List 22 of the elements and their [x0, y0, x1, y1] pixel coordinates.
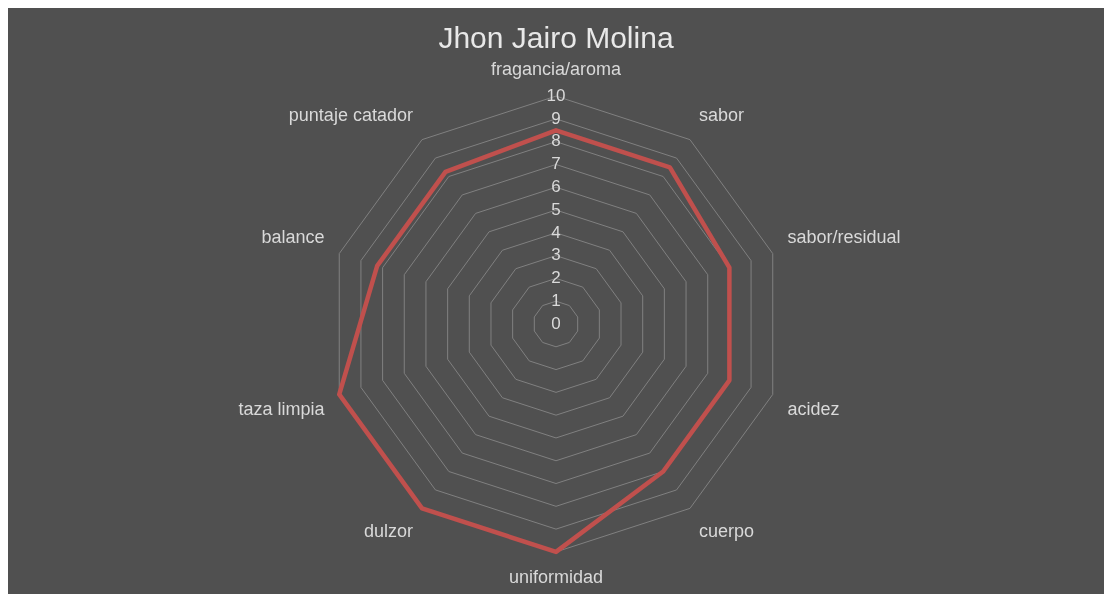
- spoke-label: cuerpo: [699, 520, 755, 541]
- y-tick-label: 6: [551, 176, 561, 196]
- y-tick-label: 3: [551, 245, 561, 265]
- y-tick-label: 2: [551, 268, 561, 288]
- y-tick-label: 4: [551, 222, 561, 242]
- spoke-label: uniformidad: [508, 567, 604, 588]
- y-tick-label: 5: [551, 199, 561, 219]
- y-tick-label: 8: [551, 131, 561, 151]
- spoke-label: acidez: [787, 398, 840, 419]
- spoke-label: balance: [261, 226, 325, 247]
- spoke-label: puntaje catador: [288, 105, 413, 126]
- y-tick-label: 0: [551, 313, 561, 333]
- spoke-label: dulzor: [363, 520, 413, 541]
- y-tick-label: 1: [551, 290, 561, 310]
- spoke-label: taza limpia: [238, 398, 326, 419]
- spoke-label: sabor/residual: [787, 226, 901, 247]
- y-tick-label: 7: [551, 154, 561, 174]
- spoke-label: fragancia/aroma: [490, 58, 623, 79]
- y-tick-label: 10: [546, 85, 566, 105]
- y-tick-label: 9: [551, 108, 561, 128]
- spoke-label: sabor: [699, 105, 745, 126]
- chart-title: Jhon Jairo Molina: [438, 21, 674, 55]
